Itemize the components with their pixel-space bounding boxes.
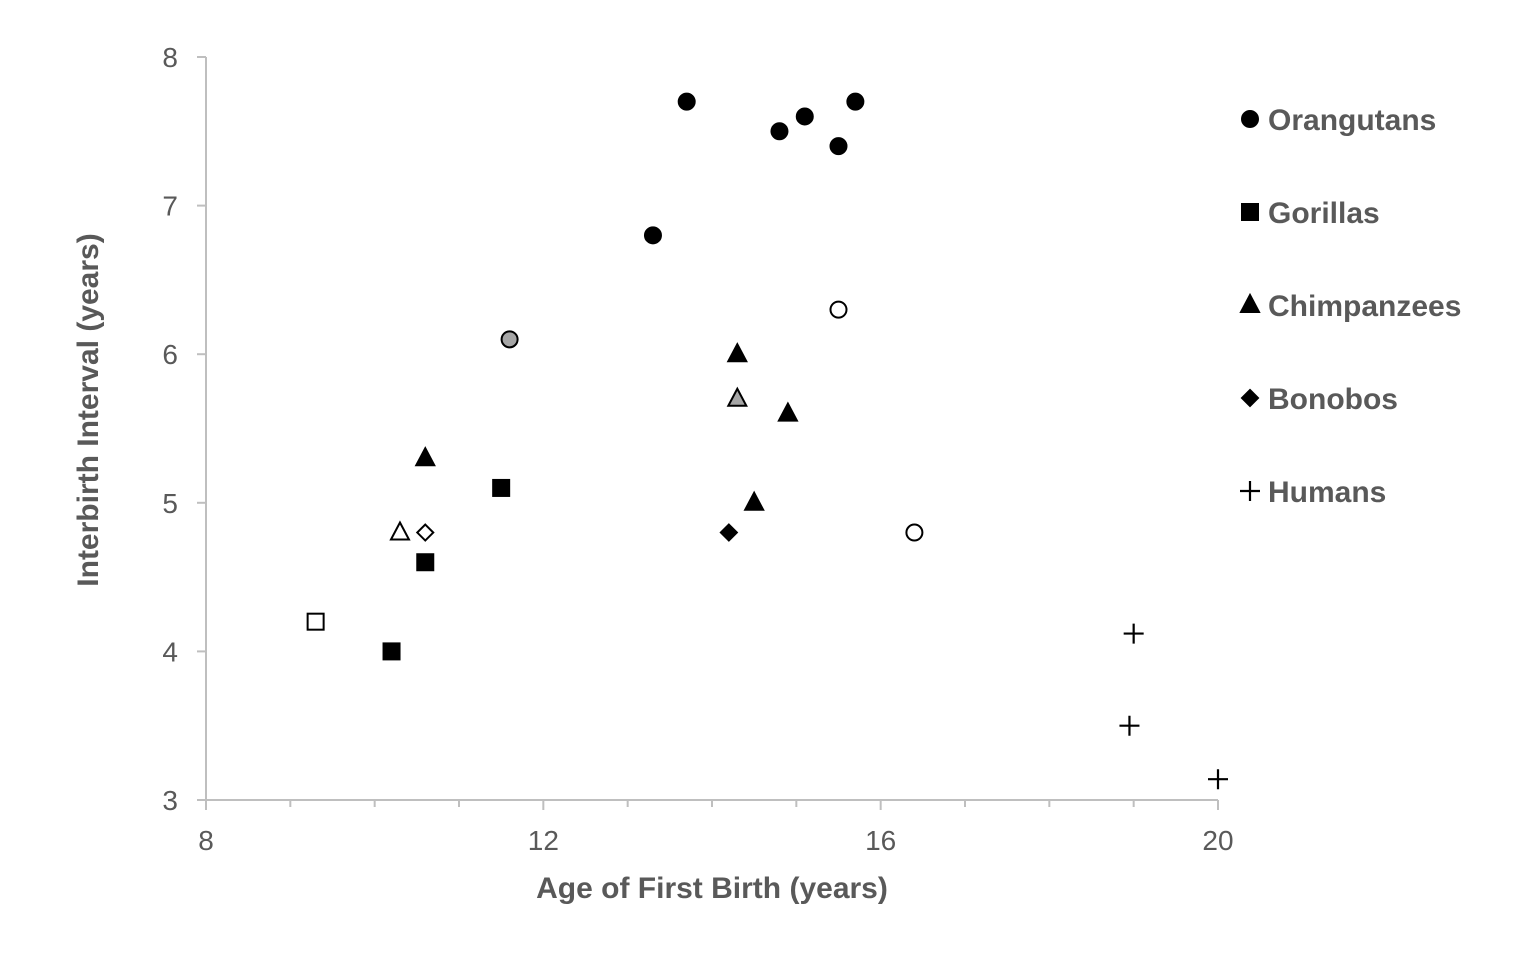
point-orangutans (829, 137, 848, 156)
point-chimpanzees (743, 490, 765, 511)
point-chimpanzees (414, 446, 436, 467)
legend-item-orangutans: Orangutans (1241, 104, 1436, 137)
point-orangutans (677, 92, 696, 111)
tick-labels: 3 4 5 6 7 8 8 12 16 20 (162, 42, 1233, 856)
point-bonobos (415, 523, 435, 542)
legend-item-chimpanzees: Chimpanzees (1239, 290, 1461, 323)
point-humans (1208, 769, 1228, 790)
legend-label-chimpanzees: Chimpanzees (1268, 290, 1461, 323)
y-tick-label: 7 (162, 191, 178, 222)
y-tick-label: 5 (162, 488, 178, 519)
y-tick-label: 4 (162, 636, 178, 667)
point-chimpanzees (389, 520, 411, 541)
point-chimpanzees (777, 401, 799, 422)
legend-label-gorillas: Gorillas (1268, 197, 1380, 230)
legend-item-bonobos: Bonobos (1240, 383, 1398, 416)
point-chimpanzees (726, 386, 748, 407)
y-tick-label: 3 (162, 785, 178, 816)
series-chimpanzees (389, 342, 799, 541)
series-bonobos (415, 523, 739, 542)
legend-marker-bonobos (1240, 388, 1260, 408)
legend-item-humans: Humans (1240, 476, 1386, 509)
legend: Orangutans Gorillas Chimpanzees Bonobos Huma… (1239, 104, 1461, 509)
legend-label-orangutans: Orangutans (1268, 104, 1436, 137)
x-tick-label: 16 (865, 825, 896, 856)
point-gorillas (416, 553, 435, 572)
series-orangutans (500, 92, 924, 542)
legend-item-gorillas: Gorillas (1241, 197, 1380, 230)
y-axis-title: Interbirth Interval (years) (72, 233, 105, 586)
point-orangutans (846, 92, 865, 111)
point-orangutans (795, 107, 814, 126)
data-points (306, 92, 1228, 790)
x-tick-label: 20 (1202, 825, 1233, 856)
point-gorillas (306, 612, 325, 631)
point-orangutans (643, 226, 662, 245)
legend-label-bonobos: Bonobos (1268, 383, 1398, 416)
series-gorillas (306, 478, 511, 661)
legend-marker-gorillas (1241, 203, 1259, 221)
legend-marker-humans (1240, 481, 1260, 501)
y-tick-label: 8 (162, 42, 178, 73)
point-gorillas (492, 478, 511, 497)
x-tick-label: 8 (198, 825, 214, 856)
point-orangutans (905, 523, 924, 542)
point-gorillas (382, 642, 401, 661)
y-tick-label: 6 (162, 339, 178, 370)
point-orangutans (500, 330, 519, 349)
axes (197, 56, 1219, 810)
legend-marker-orangutans (1241, 110, 1259, 128)
point-chimpanzees (726, 342, 748, 363)
legend-label-humans: Humans (1268, 476, 1386, 509)
point-humans (1119, 715, 1140, 736)
point-orangutans (829, 300, 848, 319)
point-orangutans (770, 122, 789, 141)
point-bonobos (719, 523, 739, 542)
x-axis-title: Age of First Birth (years) (536, 872, 888, 905)
x-tick-label: 12 (528, 825, 559, 856)
point-humans (1123, 623, 1144, 644)
series-humans (1119, 623, 1228, 790)
legend-marker-chimpanzees (1239, 292, 1261, 313)
